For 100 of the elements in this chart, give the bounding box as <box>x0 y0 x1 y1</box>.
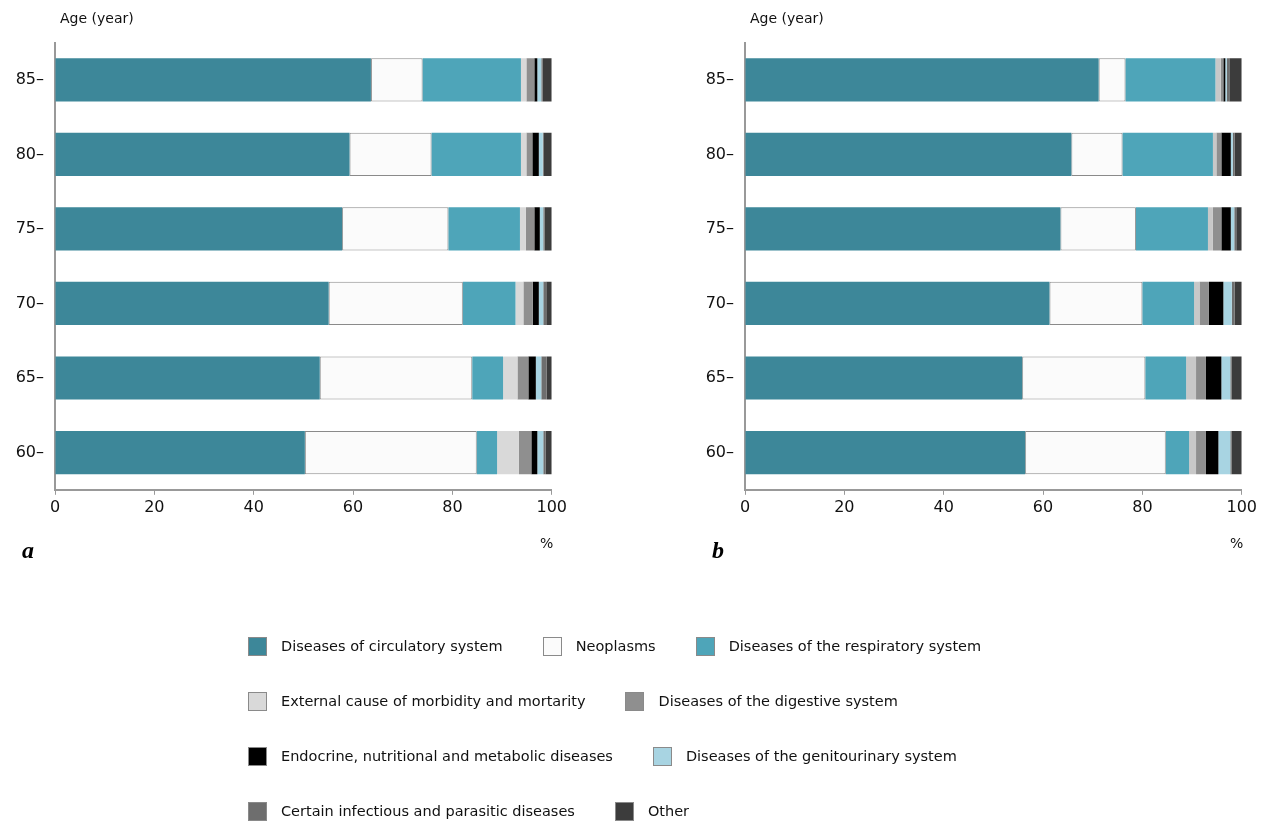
legend-label: External cause of morbidity and mortarity <box>281 693 586 709</box>
y-tick-label: 70– <box>15 292 44 312</box>
bar <box>1196 356 1206 400</box>
bar <box>1135 207 1208 251</box>
bar <box>534 207 540 251</box>
bar <box>534 58 538 102</box>
bar <box>535 356 542 400</box>
y-tick-label: 75– <box>15 218 44 238</box>
bar <box>1218 430 1231 475</box>
x-tick-label: 0 <box>49 496 61 516</box>
bar <box>1199 281 1209 326</box>
legend-label: Diseases of the genitourinary system <box>685 748 957 764</box>
bar <box>537 430 544 475</box>
bar <box>462 281 516 326</box>
y-tick-label: 85– <box>705 69 734 89</box>
bar <box>1122 132 1213 177</box>
bar <box>1236 207 1242 251</box>
text: b <box>712 537 724 564</box>
bar <box>1207 207 1213 251</box>
x-tick-label: 0 <box>739 496 751 516</box>
bar <box>745 430 1026 475</box>
bar <box>1205 356 1222 400</box>
x-tick-label: 100 <box>1226 496 1257 516</box>
legend-label: Certain infectious and parasitic diseases <box>281 803 575 819</box>
legend-label: Diseases of the digestive system <box>658 693 898 709</box>
legend-label: Diseases of the respiratory system <box>728 638 982 654</box>
x-tick-label: 80 <box>442 496 463 516</box>
x-tick-label: 20 <box>144 496 165 516</box>
bar <box>503 356 518 400</box>
bar <box>546 281 552 326</box>
bar <box>525 207 535 251</box>
bar <box>1208 281 1224 326</box>
bar <box>1231 356 1242 400</box>
bar <box>519 207 526 251</box>
bar <box>745 132 1072 177</box>
bar <box>1221 207 1231 251</box>
x-axis-title: % <box>1230 535 1244 551</box>
y-tick-label: 80– <box>705 143 734 163</box>
bar <box>55 132 350 177</box>
x-axis-title: % <box>540 535 554 551</box>
x-tick-label: 20 <box>834 496 855 516</box>
bar <box>538 132 543 177</box>
bar <box>543 281 547 326</box>
bar <box>526 58 535 102</box>
legend-label: Other <box>647 803 690 819</box>
bar <box>1186 356 1197 400</box>
legend-label: Diseases of circulatory system <box>281 638 503 654</box>
bar <box>1216 132 1222 177</box>
bar <box>55 281 329 326</box>
x-tick-label: 40 <box>933 496 954 516</box>
x-tick-label: 80 <box>1132 496 1153 516</box>
y-tick-label: 85– <box>15 69 44 89</box>
bar <box>431 132 521 177</box>
legend-label: Neoplasms <box>575 638 656 654</box>
bar <box>1231 430 1242 475</box>
bar <box>531 430 538 475</box>
bar <box>520 132 527 177</box>
bar <box>1165 430 1190 475</box>
bar <box>515 281 524 326</box>
bar <box>532 132 539 177</box>
bar <box>55 430 305 475</box>
bar <box>520 58 527 102</box>
y-tick-label: 65– <box>15 367 44 387</box>
bar <box>1215 58 1221 102</box>
bar <box>476 430 498 475</box>
legend-label: Endocrine, nutritional and metabolic diseases <box>281 748 613 764</box>
text: a <box>22 537 34 564</box>
x-tick-label: 60 <box>342 496 364 516</box>
y-tick-label: 70– <box>705 292 734 312</box>
bar <box>422 58 521 102</box>
bar <box>1196 430 1206 475</box>
bar <box>526 132 533 177</box>
bar <box>1189 430 1197 475</box>
bar <box>1229 58 1242 102</box>
bar <box>55 58 371 102</box>
bar <box>1212 207 1222 251</box>
bar <box>537 58 542 102</box>
bar <box>472 356 504 400</box>
y-tick-label: 60– <box>705 441 734 461</box>
bar <box>1223 281 1232 326</box>
bar <box>1221 356 1231 400</box>
bar <box>541 356 547 400</box>
bar <box>518 430 532 475</box>
bar <box>745 281 1050 326</box>
bar <box>497 430 519 475</box>
bar <box>448 207 520 251</box>
x-tick-label: 60 <box>1032 496 1054 516</box>
y-tick-label: 65– <box>705 367 734 387</box>
bar <box>1231 281 1235 326</box>
bar <box>517 356 529 400</box>
bar <box>1205 430 1219 475</box>
bar <box>55 207 343 251</box>
y-axis-title: Age (year) <box>60 10 134 26</box>
bar <box>1221 132 1231 177</box>
y-tick-label: 60– <box>15 441 44 461</box>
y-axis-title: Age (year) <box>750 10 824 26</box>
bar <box>532 281 539 326</box>
bar <box>1194 281 1200 326</box>
bar <box>1142 281 1195 326</box>
bar <box>745 207 1061 251</box>
